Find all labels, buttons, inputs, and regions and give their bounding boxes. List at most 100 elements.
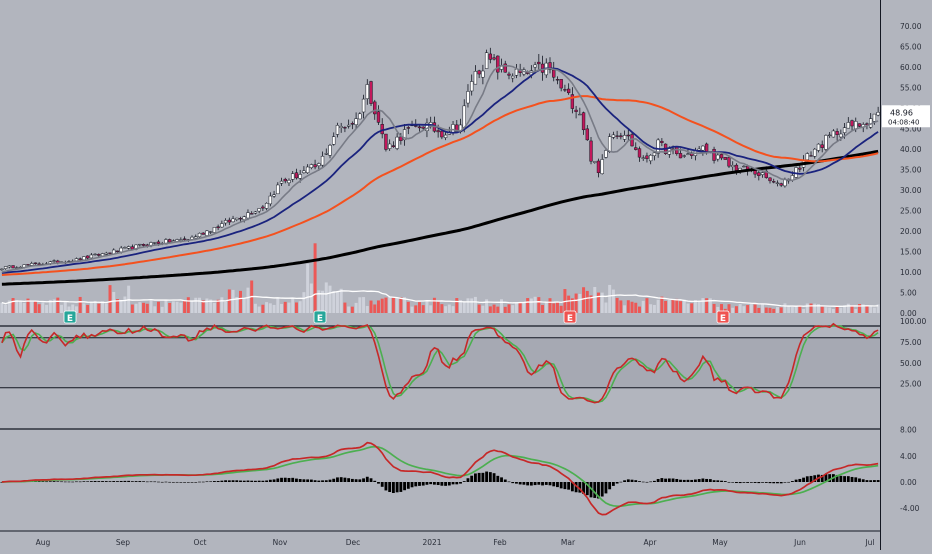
volume-bar xyxy=(7,300,11,313)
candle-body xyxy=(712,148,716,161)
volume-bar xyxy=(656,299,660,313)
macd-histogram-bar xyxy=(104,481,108,482)
macd-histogram-bar xyxy=(313,480,317,482)
volume-bar xyxy=(45,304,49,313)
volume-bar xyxy=(283,301,287,313)
macd-histogram-bar xyxy=(384,482,388,491)
volume-bar xyxy=(787,305,791,313)
macd-histogram-bar xyxy=(220,480,224,482)
volume-bar xyxy=(168,302,172,313)
volume-bar xyxy=(272,304,276,313)
candle-body xyxy=(123,247,127,249)
candle-body xyxy=(507,73,511,76)
macd-histogram-bar xyxy=(664,478,668,482)
macd-histogram-bar xyxy=(119,480,123,482)
volume-bar xyxy=(466,298,470,313)
candle-body xyxy=(473,71,478,85)
volume-bar xyxy=(212,302,216,313)
macd-histogram-bar xyxy=(201,481,205,483)
price-tick-label: 45.00 xyxy=(900,125,922,134)
volume-bar xyxy=(60,304,64,313)
volume-bar xyxy=(690,303,694,313)
volume-bar xyxy=(37,304,41,313)
macd-histogram-bar xyxy=(82,481,86,482)
volume-bar xyxy=(239,290,242,313)
candle-body xyxy=(798,167,802,170)
macd-tick-label: 8.00 xyxy=(900,426,917,435)
macd-histogram-bar xyxy=(432,482,436,485)
candle-body xyxy=(436,130,440,133)
volume-bar xyxy=(432,297,436,313)
candle-body xyxy=(809,155,813,157)
volume-bar xyxy=(429,305,433,313)
price-axis-background xyxy=(881,0,932,550)
volume-bar xyxy=(418,302,421,313)
volume-bar xyxy=(183,300,187,313)
candle-body xyxy=(85,255,90,259)
volume-bar xyxy=(589,295,593,313)
candle-body xyxy=(317,163,321,167)
candle-body xyxy=(3,266,8,269)
volume-bar xyxy=(768,307,772,313)
macd-histogram-bar xyxy=(71,481,75,483)
volume-bar xyxy=(313,243,317,313)
candle-body xyxy=(156,241,161,244)
volume-bar xyxy=(436,300,440,313)
candle-body xyxy=(78,258,82,261)
candle-body xyxy=(197,232,202,238)
candle-body xyxy=(421,126,425,129)
candle-body xyxy=(443,134,448,138)
macd-histogram-bar xyxy=(541,482,544,486)
macd-histogram-bar xyxy=(246,480,250,482)
volume-bar xyxy=(201,300,205,313)
macd-histogram-bar xyxy=(67,481,71,483)
candle-body xyxy=(682,155,686,157)
macd-histogram-bar xyxy=(268,479,272,482)
macd-histogram-bar xyxy=(824,474,828,482)
macd-histogram-bar xyxy=(332,478,336,482)
macd-histogram-bar xyxy=(861,479,865,482)
macd-histogram-bar xyxy=(224,480,228,482)
macd-histogram-bar xyxy=(652,480,656,482)
macd-histogram-bar xyxy=(425,482,429,485)
candle-body xyxy=(264,203,269,209)
volume-bar xyxy=(805,303,809,313)
volume-ma-line xyxy=(1,290,879,307)
volume-bar xyxy=(652,304,656,313)
volume-bar xyxy=(160,306,164,313)
candle-body xyxy=(872,113,877,122)
macd-histogram-bar xyxy=(597,482,600,499)
candle-body xyxy=(268,195,273,205)
volume-bar xyxy=(522,302,526,313)
candle-body xyxy=(384,133,388,150)
earnings-label: E xyxy=(567,314,573,324)
macd-histogram-bar xyxy=(477,472,481,482)
candle-body xyxy=(839,133,843,138)
candle-body xyxy=(328,144,332,156)
macd-histogram-bar xyxy=(694,479,697,482)
candle-body xyxy=(74,258,79,261)
candle-body xyxy=(346,124,351,127)
volume-bar xyxy=(93,300,97,313)
volume-bar xyxy=(350,306,354,313)
volume-bar xyxy=(727,304,731,313)
macd-histogram-bar xyxy=(190,482,194,483)
volume-bar xyxy=(119,300,123,313)
macd-histogram-bar xyxy=(168,481,172,483)
volume-bar xyxy=(156,301,160,313)
macd-histogram-bar xyxy=(787,481,791,483)
candle-body xyxy=(227,219,231,223)
macd-histogram-bar xyxy=(865,480,869,482)
candle-body xyxy=(298,174,302,179)
volume-bar xyxy=(667,300,671,313)
price-tick-label: 5.00 xyxy=(900,289,917,298)
volume-bar xyxy=(638,306,641,313)
candle-body xyxy=(533,64,537,68)
candle-body xyxy=(563,89,567,91)
candle-body xyxy=(552,69,556,78)
macd-histogram-bar xyxy=(518,482,522,485)
candle-body xyxy=(246,212,250,219)
candle-body xyxy=(719,154,724,159)
candle-body xyxy=(108,252,112,254)
